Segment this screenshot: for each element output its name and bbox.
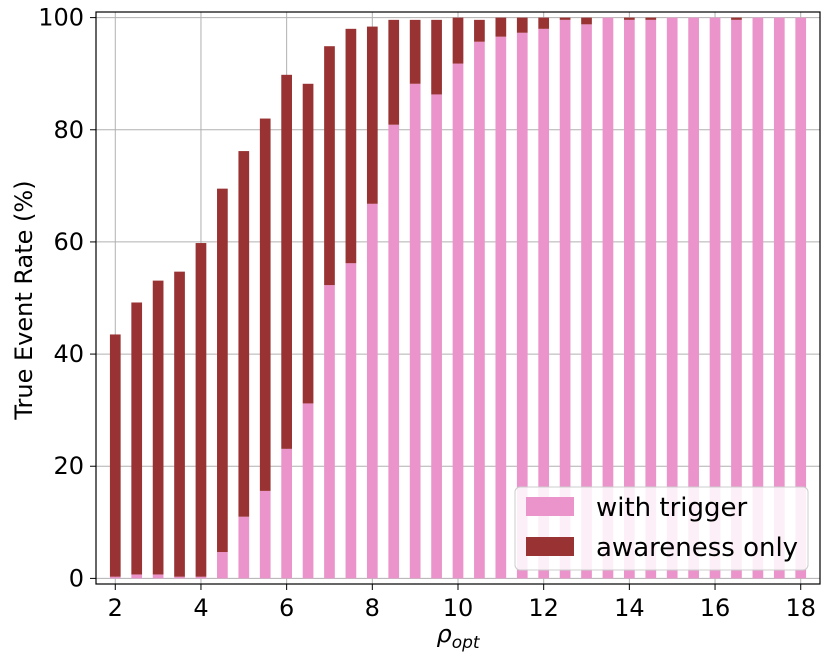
legend: with trigger awareness only [514,486,809,571]
y-tick-label: 20 [53,452,84,480]
bar-awareness-only [217,188,228,553]
bar-awareness-only [645,17,657,20]
bar-with-trigger [452,63,464,579]
bar-with-trigger [624,19,635,579]
bar-with-trigger [666,17,678,579]
bar-awareness-only [731,17,742,20]
bar-awareness-only [302,83,314,404]
x-tick-label: 10 [443,594,474,622]
bar-awareness-only [409,19,421,84]
x-tick-label: 16 [700,594,731,622]
bar-with-trigger [538,28,550,579]
bar-with-trigger [281,448,292,579]
bar-awareness-only [131,302,143,575]
bar-with-trigger [602,17,614,579]
y-tick-label: 80 [53,116,84,144]
bar-with-trigger [238,516,250,579]
y-axis-label: True Event Rate (%) [10,180,38,420]
bar-awareness-only [152,280,164,575]
bar-with-trigger [109,576,121,579]
bar-awareness-only [281,74,292,449]
bar-awareness-only [624,17,635,20]
bar-awareness-only [366,26,378,204]
bar-with-trigger [688,17,699,579]
bar-with-trigger [131,574,143,579]
bar-awareness-only [259,118,271,491]
bar-with-trigger [174,576,185,579]
bar-awareness-only [559,17,571,20]
bar-awareness-only [174,271,185,577]
bar-with-trigger [752,17,764,579]
x-tick-label: 6 [279,594,294,622]
bar-awareness-only [195,243,207,577]
bar-with-trigger [302,403,314,579]
legend-swatch-with-trigger [526,497,574,516]
bar-awareness-only [324,46,335,286]
bar-awareness-only [431,19,442,95]
bar-with-trigger [795,17,807,579]
y-tick-label: 0 [69,564,84,592]
x-tick-label: 12 [528,594,559,622]
bar-with-trigger [581,24,592,579]
bar-with-trigger [516,32,528,579]
bar-awareness-only [345,28,357,264]
bar-with-trigger [431,94,442,579]
legend-box [514,486,809,571]
x-tick-label: 18 [785,594,816,622]
x-tick-label: 14 [614,594,645,622]
bar-with-trigger [474,41,485,579]
bar-awareness-only [452,17,464,64]
legend-swatch-awareness-only [526,537,574,556]
bar-awareness-only [238,151,250,517]
bar-with-trigger [324,285,335,579]
bar-with-trigger [731,19,742,579]
bar-with-trigger [645,19,657,579]
bar-with-trigger [495,36,507,579]
bars [109,17,807,579]
legend-label-with-trigger: with trigger [596,493,748,523]
bar-with-trigger [559,19,571,579]
bar-awareness-only [109,334,121,577]
bar-awareness-only [516,17,528,33]
y-tick-label: 60 [53,228,84,256]
bar-awareness-only [581,17,592,25]
y-tick-label: 100 [38,4,84,32]
bar-awareness-only [388,19,400,125]
x-axis-label: ρopt [436,620,480,653]
bar-with-trigger [366,203,378,579]
bar-with-trigger [217,552,228,579]
bar-with-trigger [345,263,357,579]
bar-with-trigger [709,17,721,579]
bar-with-trigger [152,574,164,579]
x-tick-label: 8 [365,594,380,622]
x-tick-label: 4 [193,594,208,622]
bar-with-trigger [195,576,207,579]
bar-awareness-only [495,17,507,37]
bar-awareness-only [474,19,485,42]
x-tick-label: 2 [108,594,123,622]
x-axis-label-subscript: opt [452,633,481,653]
bar-with-trigger [409,83,421,579]
bar-awareness-only [538,17,550,29]
bar-with-trigger [773,17,785,579]
y-tick-label: 40 [53,340,84,368]
x-axis-label-symbol: ρ [436,620,451,648]
bar-with-trigger [259,490,271,579]
legend-label-awareness-only: awareness only [596,533,798,563]
bar-with-trigger [388,124,400,579]
ticks: 2 4 6 8 10 12 14 16 18 0 20 40 60 80 100 [38,4,816,622]
